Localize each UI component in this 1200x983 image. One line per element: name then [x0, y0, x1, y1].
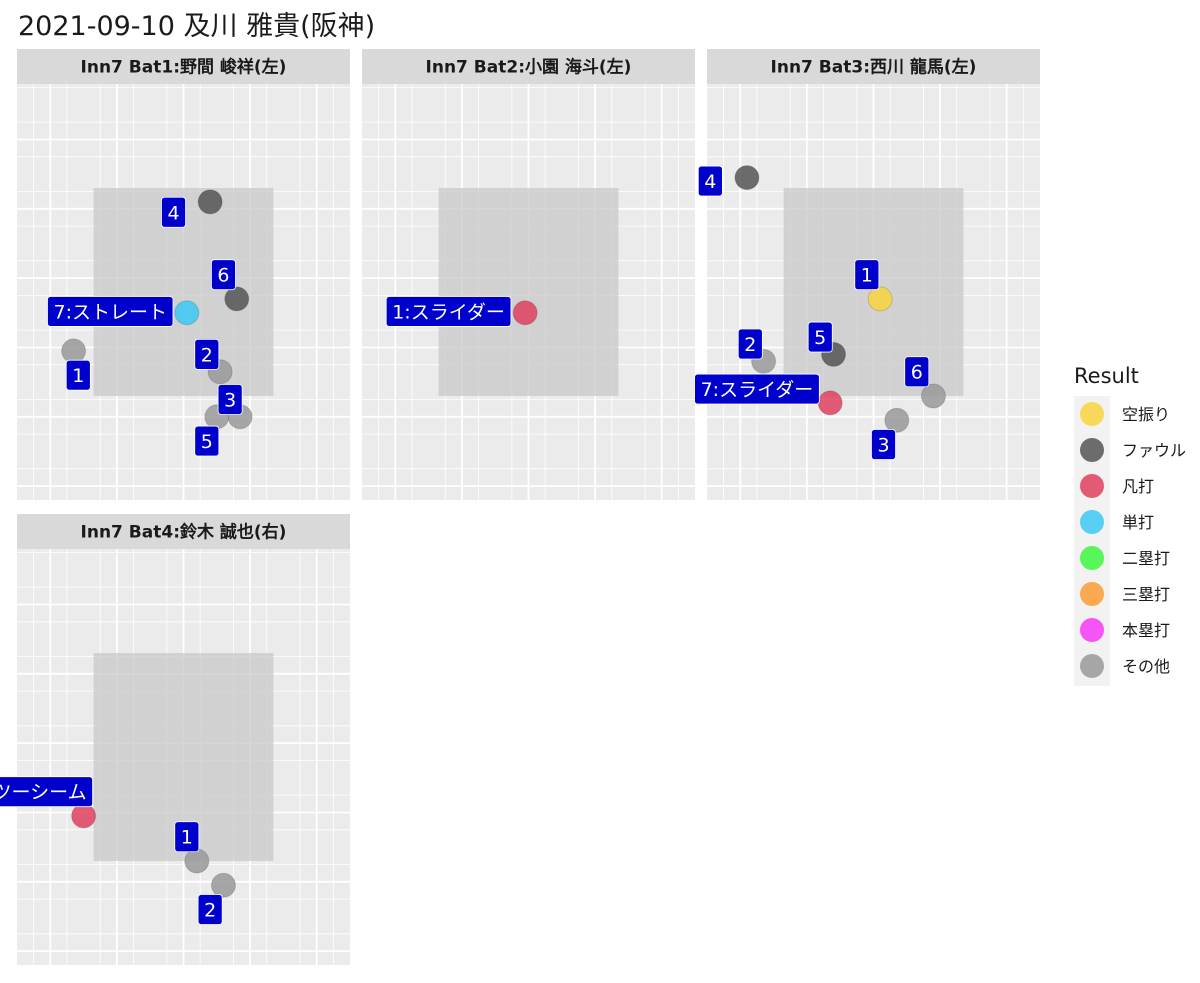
panel: Inn7 Bat2:小園 海斗(左) 1:スライダー: [362, 49, 695, 500]
panel: Inn7 Bat4:鈴木 誠也(右) 1 2 3:ツーシーム: [0, 514, 350, 965]
pitch-point: [71, 803, 97, 829]
pitch-label: 6: [217, 265, 229, 287]
legend-key-swatch: [1080, 582, 1104, 606]
legend-key-swatch: [1080, 510, 1104, 534]
legend-label: 三塁打: [1122, 585, 1170, 604]
pitch-label-box: [904, 356, 930, 388]
pitch-label-box: [197, 894, 223, 925]
legend-label: ファウル: [1122, 441, 1186, 460]
panel-strip-label: Inn7 Bat4:鈴木 誠也(右): [81, 522, 287, 543]
panel-strip-label: Inn7 Bat1:野間 峻祥(左): [81, 57, 287, 78]
panel-strip-label: Inn7 Bat3:西川 龍馬(左): [771, 57, 977, 78]
panel: Inn7 Bat3:西川 龍馬(左) 1 2 3 4 5 6 7:スライダー: [694, 49, 1040, 500]
panel-strip: [707, 49, 1040, 84]
pitch-label-box: [65, 359, 91, 391]
pitch-label: 3:ツーシーム: [0, 782, 87, 804]
pitch-label-box: [47, 296, 174, 327]
pitch-point: [867, 286, 893, 312]
pitch-label: 1: [181, 827, 193, 849]
pitch-label-box: [737, 328, 763, 360]
pitch-label: 3: [877, 435, 889, 457]
legend-label: その他: [1122, 657, 1170, 676]
pitch-point: [884, 407, 910, 433]
pitch-label: 6: [911, 362, 923, 384]
panel-strip: [17, 49, 350, 84]
pitch-label-box: [697, 165, 723, 197]
pitch-label: 2: [201, 344, 213, 366]
strike-zone: [438, 188, 619, 396]
pitch-label: 4: [167, 202, 179, 224]
pitch-label-box: [194, 338, 220, 370]
pitch-point: [817, 390, 843, 416]
pitch-label-box: [194, 425, 220, 457]
pitch-point: [197, 189, 223, 215]
pitch-label: 5: [814, 327, 826, 349]
pitch-point: [184, 848, 210, 874]
pitch-label-box: [0, 776, 93, 808]
legend-label: 単打: [1122, 513, 1154, 532]
legend-title: Result: [1074, 364, 1139, 388]
legend-label: 凡打: [1122, 477, 1154, 496]
pitch-label-box: [385, 296, 512, 327]
pitch-point: [512, 300, 538, 326]
pitch-label: 5: [201, 431, 213, 453]
legend-key-swatch: [1080, 402, 1104, 426]
pitch-label-box: [217, 384, 243, 415]
pitch-label-box: [161, 196, 186, 228]
panel: Inn7 Bat1:野間 峻祥(左) 1 2 3 4 5 6 7:ストレート: [17, 49, 350, 500]
pitch-point: [734, 165, 760, 191]
legend-label: 本塁打: [1122, 621, 1170, 640]
legend-key-swatch: [1080, 546, 1104, 570]
pitch-label: 1:スライダー: [392, 301, 505, 323]
pitch-label: 7:ストレート: [53, 301, 167, 323]
legend-key-swatch: [1080, 654, 1104, 678]
pitch-label-box: [807, 321, 833, 353]
pitch-point: [210, 872, 236, 898]
pitch-point: [920, 383, 946, 409]
pitch-label-box: [694, 373, 820, 405]
pitch-label: 4: [704, 171, 716, 193]
legend-label: 空振り: [1122, 405, 1170, 424]
legend-key-swatch: [1080, 438, 1104, 462]
pitch-label: 7:スライダー: [701, 379, 814, 401]
pitch-point: [61, 338, 87, 364]
panel-strip-label: Inn7 Bat2:小園 海斗(左): [426, 57, 632, 78]
page-title: 2021-09-10 及川 雅貴(阪神): [18, 11, 376, 42]
pitch-label-box: [871, 429, 896, 460]
pitch-label: 1: [72, 365, 84, 387]
legend-key-swatch: [1080, 618, 1104, 642]
legend-key-swatch: [1080, 474, 1104, 498]
pitch-label: 2: [744, 334, 756, 356]
pitch-label: 2: [204, 900, 216, 922]
pitch-label: 3: [224, 389, 236, 411]
pitch-label: 1: [861, 265, 873, 287]
pitch-label-box: [211, 259, 236, 291]
pitch-label-box: [854, 259, 880, 291]
pitch-point: [174, 300, 200, 326]
pitch-point: [224, 286, 250, 312]
pitch-label-box: [174, 821, 200, 853]
panel-strip: [17, 514, 350, 549]
legend-label: 二塁打: [1122, 549, 1170, 568]
panel-strip: [362, 49, 695, 84]
